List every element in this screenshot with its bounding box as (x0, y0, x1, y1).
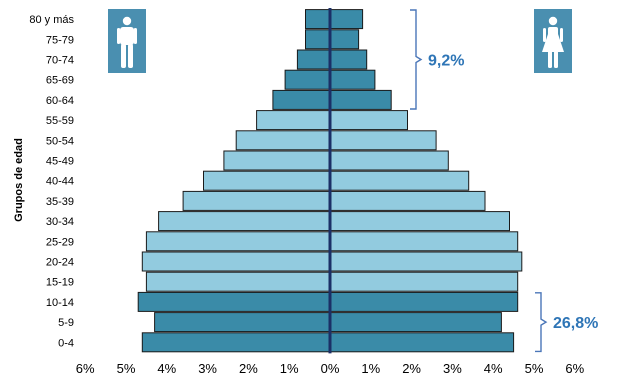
annotations: 9,2% 26,8% (410, 9, 598, 353)
bar-right-5-9 (329, 312, 502, 333)
x-tick-labels: 6% 5% 4% 3% 2% 1% 0% 1% 2% 3% 4% 5% 6% (76, 361, 585, 376)
bar-right-75-79 (329, 29, 360, 50)
bar-right-55-59 (329, 110, 408, 131)
age-label: 5-9 (58, 317, 74, 329)
bar-left-60-64 (272, 89, 331, 110)
bar-right-0-4 (329, 332, 515, 353)
age-label: 70-74 (46, 55, 74, 67)
bar-right-70-74 (329, 49, 368, 70)
bar-right-25-29 (329, 231, 519, 252)
x-tick-label: 6% (565, 361, 584, 376)
x-tick-label: 1% (280, 361, 299, 376)
x-tick-label: 3% (443, 361, 462, 376)
male-icon (108, 9, 146, 73)
bar-right-65-69 (329, 69, 376, 90)
annotation-bracket (410, 9, 423, 110)
x-tick-label: 2% (239, 361, 258, 376)
x-tick-label: 4% (484, 361, 503, 376)
annotation-label: 9,2% (428, 53, 464, 70)
age-label: 80 y más (29, 14, 74, 26)
bar-left-10-14 (137, 291, 331, 312)
age-label: 65-69 (46, 75, 74, 87)
bar-right-40-44 (329, 170, 470, 191)
x-tick-label: 6% (76, 361, 95, 376)
bar-right-20-24 (329, 251, 523, 272)
bar-left-45-49 (223, 150, 331, 171)
bar-left-20-24 (141, 251, 331, 272)
bar-left-80-y-más (305, 9, 331, 30)
age-label: 45-49 (46, 156, 74, 168)
age-label: 60-64 (46, 95, 74, 107)
age-label: 10-14 (46, 297, 74, 309)
bar-right-15-19 (329, 271, 519, 292)
x-tick-label: 0% (321, 361, 340, 376)
bar-right-45-49 (329, 150, 449, 171)
annotation-bracket (535, 292, 548, 353)
age-label: 20-24 (46, 257, 74, 269)
bar-right-30-34 (329, 211, 510, 232)
bar-right-10-14 (329, 291, 519, 312)
x-tick-label: 2% (402, 361, 421, 376)
bar-left-70-74 (296, 49, 331, 70)
bars (137, 8, 523, 354)
x-tick-label: 4% (157, 361, 176, 376)
age-label: 15-19 (46, 277, 74, 289)
age-label: 55-59 (46, 115, 74, 127)
y-axis-label: Grupos de edad (13, 138, 25, 222)
bar-left-50-54 (235, 130, 331, 151)
age-labels: 0-4 5-9 10-14 15-19 20-24 25-29 30-34 35-39 40-4… (29, 14, 74, 349)
bar-right-50-54 (329, 130, 437, 151)
x-tick-label: 5% (525, 361, 544, 376)
x-tick-label: 1% (361, 361, 380, 376)
age-label: 25-29 (46, 236, 74, 248)
age-label: 30-34 (46, 216, 74, 228)
bar-left-40-44 (203, 170, 331, 191)
bar-right-35-39 (329, 190, 486, 211)
bar-left-0-4 (141, 332, 331, 353)
age-label: 0-4 (58, 337, 74, 349)
bar-left-5-9 (154, 312, 331, 333)
annotation-label: 26,8% (553, 315, 598, 332)
x-tick-label: 5% (117, 361, 136, 376)
gender-icons (108, 9, 572, 73)
x-tick-label: 3% (198, 361, 217, 376)
female-icon (534, 9, 572, 73)
bar-left-35-39 (182, 190, 331, 211)
age-label: 35-39 (46, 196, 74, 208)
bar-left-30-34 (158, 211, 331, 232)
age-label: 40-44 (46, 176, 74, 188)
bar-left-75-79 (305, 29, 331, 50)
bar-left-55-59 (256, 110, 331, 131)
bar-right-60-64 (329, 89, 392, 110)
age-label: 50-54 (46, 135, 74, 147)
bar-left-15-19 (145, 271, 331, 292)
bar-left-65-69 (284, 69, 331, 90)
bar-right-80-y-más (329, 9, 364, 30)
bar-left-25-29 (145, 231, 331, 252)
age-label: 75-79 (46, 34, 74, 46)
